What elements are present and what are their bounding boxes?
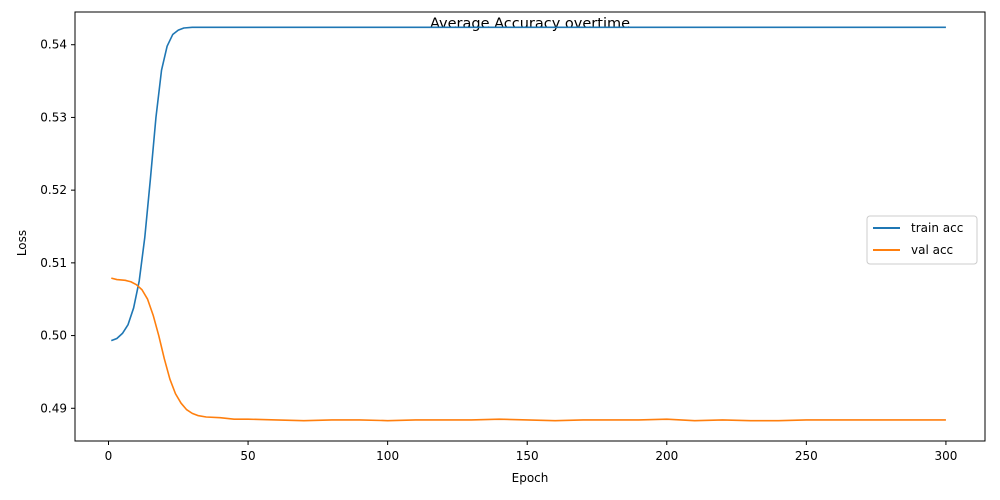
x-tick-label: 300 xyxy=(934,449,957,463)
x-axis-title: Epoch xyxy=(512,471,549,485)
x-axis: 0 50 100 150 200 250 300 xyxy=(105,441,957,463)
x-tick-label: 250 xyxy=(795,449,818,463)
x-tick-label: 150 xyxy=(516,449,539,463)
series-layer xyxy=(110,26,946,422)
y-tick-label: 0.51 xyxy=(40,256,67,270)
y-tick-label: 0.53 xyxy=(40,110,67,124)
y-tick-label: 0.50 xyxy=(40,329,67,343)
x-tick-label: 50 xyxy=(240,449,255,463)
y-axis-title: Loss xyxy=(15,230,29,256)
legend: train acc val acc xyxy=(866,215,978,265)
plot-area xyxy=(74,11,986,442)
y-tick-label: 0.54 xyxy=(40,38,67,52)
y-tick-label: 0.49 xyxy=(40,401,67,415)
series-line-train-acc xyxy=(110,26,946,342)
y-tick-label: 0.52 xyxy=(40,183,67,197)
y-axis: 0.49 0.50 0.51 0.52 0.53 0.54 xyxy=(40,38,75,415)
x-tick-label: 200 xyxy=(655,449,678,463)
x-tick-label: 100 xyxy=(376,449,399,463)
series-line-val-acc xyxy=(111,277,946,422)
chart-title: Average Accuracy overtime xyxy=(430,16,630,32)
plot-frame xyxy=(74,11,986,442)
x-tick-label: 0 xyxy=(105,449,113,463)
legend-label-train-acc: train acc xyxy=(911,221,963,235)
legend-label-val-acc: val acc xyxy=(911,243,953,257)
